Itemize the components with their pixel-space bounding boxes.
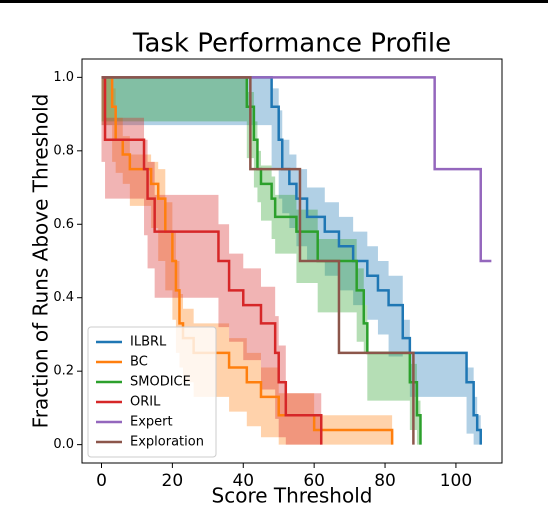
y-axis-label: Fraction of Runs Above Threshold bbox=[29, 94, 53, 429]
confidence-band bbox=[101, 77, 481, 445]
legend-label: ORIL bbox=[130, 395, 161, 410]
x-axis-label: Score Threshold bbox=[212, 484, 373, 508]
legend-label: SMODICE bbox=[130, 375, 191, 390]
series-line bbox=[101, 76, 492, 263]
confidence-band bbox=[101, 77, 421, 445]
x-tick-label: 20 bbox=[162, 471, 184, 491]
legend-label: BC bbox=[130, 355, 148, 370]
x-tick-label: 100 bbox=[440, 471, 472, 491]
y-tick-label: 0.8 bbox=[53, 143, 74, 158]
x-tick-label: 80 bbox=[374, 471, 396, 491]
y-tick-label: 0.2 bbox=[53, 364, 74, 379]
series-line bbox=[101, 76, 394, 445]
series-line bbox=[101, 76, 323, 445]
y-tick-label: 1.0 bbox=[53, 70, 74, 85]
series-line bbox=[101, 76, 422, 445]
y-tick-label: 0.6 bbox=[53, 217, 74, 232]
y-tick-label: 0.0 bbox=[53, 437, 74, 452]
legend: ILBRL BC SMODICE ORIL Expert Exploration bbox=[87, 326, 217, 458]
y-tick-label: 0.4 bbox=[53, 290, 74, 305]
chart-title: Task Performance Profile bbox=[132, 29, 451, 59]
screen-border bbox=[0, 0, 548, 3]
x-tick-label: 60 bbox=[303, 471, 325, 491]
legend-box bbox=[87, 326, 217, 458]
legend-label: Exploration bbox=[130, 435, 204, 450]
axes-frame bbox=[81, 58, 503, 464]
plot-area bbox=[101, 76, 492, 445]
x-tick-label: 0 bbox=[96, 471, 107, 491]
x-tick-label: 40 bbox=[232, 471, 254, 491]
legend-label: ILBRL bbox=[130, 335, 167, 350]
confidence-band bbox=[101, 77, 322, 445]
legend-label: Expert bbox=[130, 415, 173, 430]
series-line bbox=[101, 76, 415, 445]
